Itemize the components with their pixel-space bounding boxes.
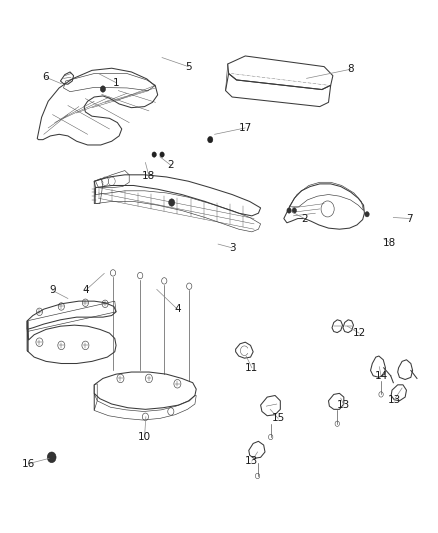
Text: 13: 13 <box>388 395 401 405</box>
Text: 16: 16 <box>22 459 35 469</box>
Circle shape <box>292 208 297 213</box>
Text: 12: 12 <box>353 328 366 338</box>
Text: 5: 5 <box>185 62 192 71</box>
Circle shape <box>160 152 164 157</box>
Circle shape <box>47 452 56 463</box>
Circle shape <box>208 136 213 143</box>
Text: 3: 3 <box>229 243 236 253</box>
Text: 15: 15 <box>272 414 285 423</box>
Text: 11: 11 <box>245 363 258 373</box>
Circle shape <box>287 208 291 213</box>
Text: 18: 18 <box>142 171 155 181</box>
Circle shape <box>152 152 156 157</box>
Circle shape <box>365 212 369 217</box>
Text: 7: 7 <box>406 214 413 223</box>
Text: 14: 14 <box>374 371 388 381</box>
Text: 4: 4 <box>82 286 89 295</box>
Text: 17: 17 <box>239 123 252 133</box>
Text: 1: 1 <box>113 78 120 87</box>
Text: 13: 13 <box>245 456 258 466</box>
Circle shape <box>169 199 175 206</box>
Circle shape <box>100 86 106 92</box>
Text: 2: 2 <box>167 160 174 170</box>
Text: 13: 13 <box>337 400 350 410</box>
Text: 10: 10 <box>138 432 151 442</box>
Text: 2: 2 <box>301 214 308 223</box>
Text: 18: 18 <box>383 238 396 247</box>
Text: 4: 4 <box>174 304 181 314</box>
Text: 6: 6 <box>42 72 49 82</box>
Text: 9: 9 <box>49 286 56 295</box>
Text: 8: 8 <box>347 64 354 74</box>
